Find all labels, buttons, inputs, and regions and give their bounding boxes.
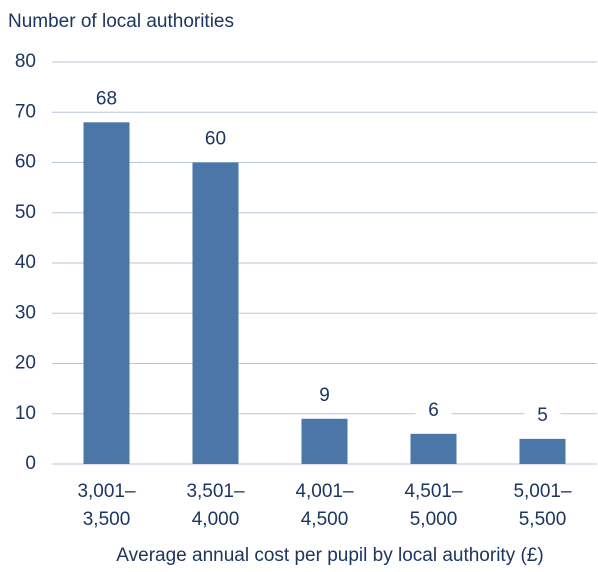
value-label: 68 [96, 88, 117, 109]
y-tick-label: 40 [15, 252, 36, 273]
bar [301, 418, 348, 464]
value-label-bg [306, 383, 343, 408]
value-label-bg [88, 87, 125, 112]
value-label-bg [524, 403, 561, 428]
x-tick-label: 3,500 [83, 509, 131, 530]
y-tick-label: 70 [15, 101, 36, 122]
y-tick-label: 30 [15, 302, 36, 323]
x-tick-label: 4,000 [192, 509, 240, 530]
x-tick-label: 5,001– [513, 481, 572, 502]
value-label: 5 [537, 405, 548, 426]
y-tick-label: 50 [15, 202, 36, 223]
x-tick-label: 3,001– [77, 481, 136, 502]
y-tick-label: 0 [25, 453, 36, 474]
x-tick-label: 5,500 [519, 509, 567, 530]
value-label-bg [197, 127, 234, 152]
y-tick-label: 60 [15, 152, 36, 173]
y-axis-title: Number of local authorities [8, 11, 234, 32]
x-tick-label: 5,000 [410, 509, 458, 530]
x-tick-label: 4,001– [295, 481, 354, 502]
bar [83, 122, 130, 465]
x-tick-label: 4,500 [301, 509, 349, 530]
value-label: 9 [319, 385, 330, 406]
y-tick-label: 80 [15, 51, 36, 72]
value-label: 60 [205, 129, 226, 150]
bar [192, 162, 239, 464]
bar [519, 438, 566, 464]
value-label: 6 [428, 400, 439, 421]
bar [410, 433, 457, 464]
x-tick-label: 4,501– [404, 481, 463, 502]
x-axis-title: Average annual cost per pupil by local a… [116, 545, 543, 566]
value-label-bg [415, 398, 452, 423]
y-tick-label: 20 [15, 353, 36, 374]
x-tick-label: 3,501– [186, 481, 245, 502]
y-tick-label: 10 [15, 403, 36, 424]
